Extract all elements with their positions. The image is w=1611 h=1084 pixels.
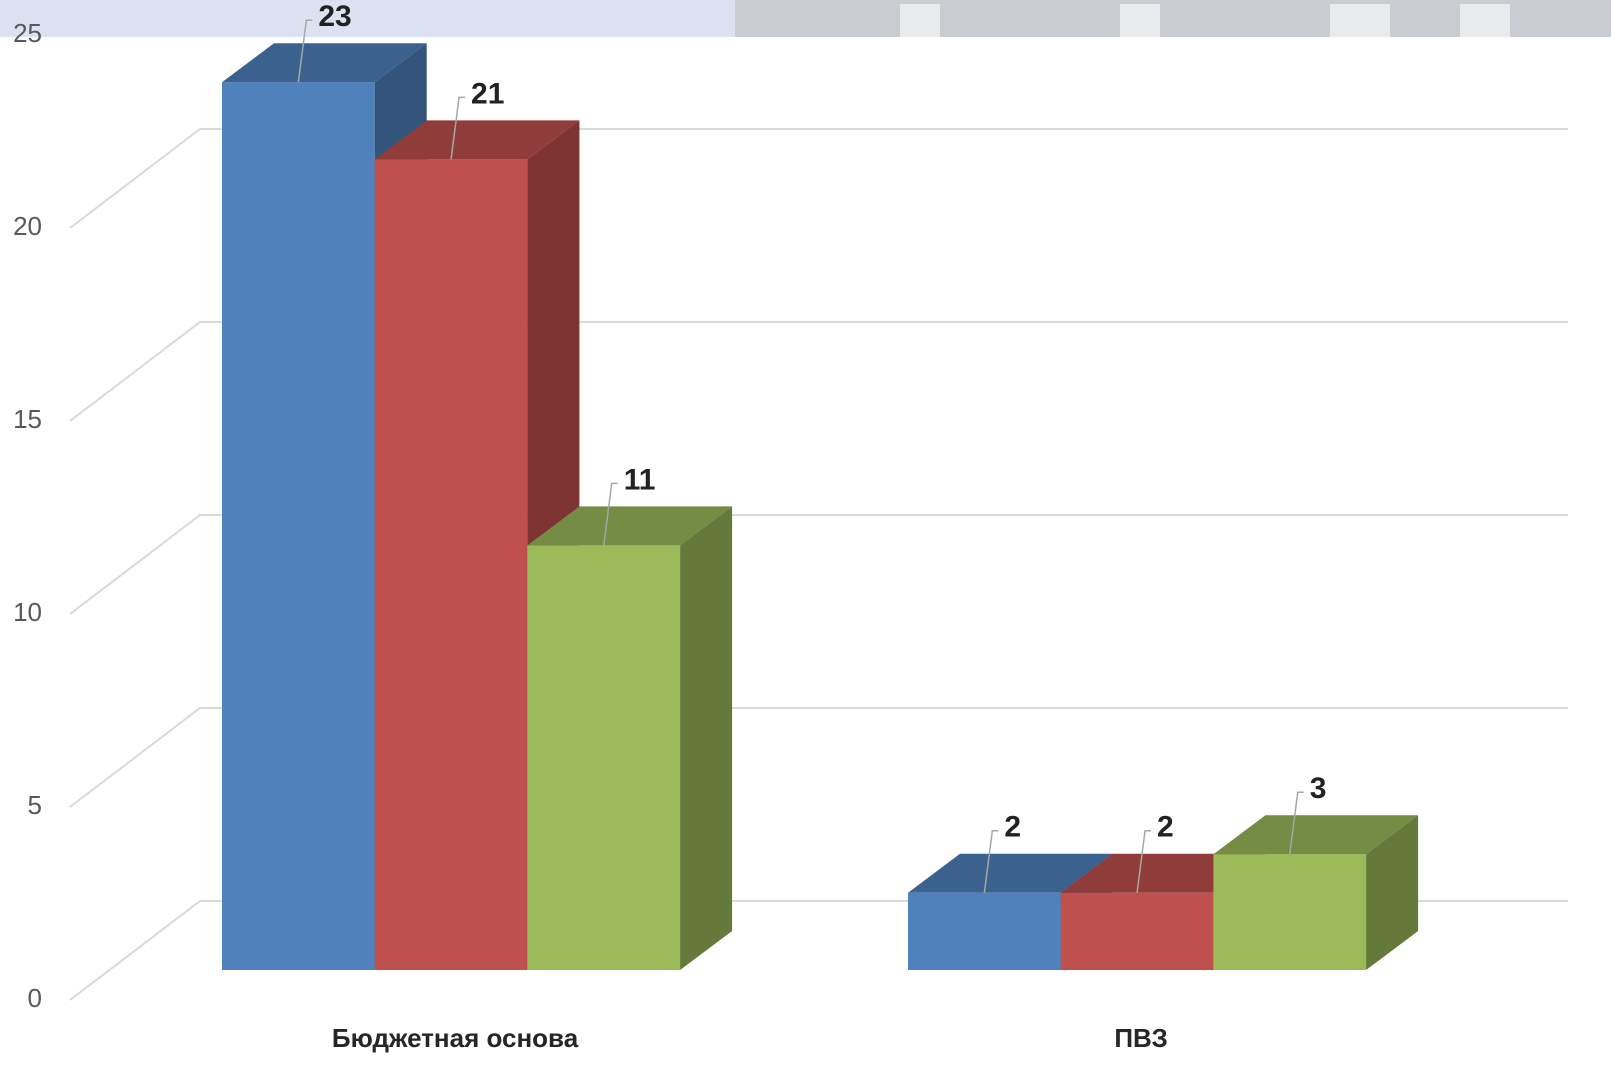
data-label: 2 xyxy=(1004,811,1021,844)
bar-front xyxy=(908,892,1061,970)
bar-side xyxy=(680,506,733,970)
bar-front xyxy=(374,159,528,970)
data-label: 23 xyxy=(318,0,351,33)
label-leader xyxy=(297,19,313,83)
label-leader xyxy=(450,96,466,160)
data-label: 2 xyxy=(1157,811,1174,844)
label-leader xyxy=(983,830,999,893)
bar-front xyxy=(527,545,681,970)
photo-window xyxy=(1330,4,1390,37)
photo-window xyxy=(1120,4,1160,37)
label-leader xyxy=(1136,830,1152,893)
bar-front xyxy=(222,82,375,970)
grid-line xyxy=(69,321,1568,422)
data-label: 11 xyxy=(624,463,656,496)
bar-side xyxy=(1366,815,1419,970)
y-tick-label: 5 xyxy=(28,790,42,820)
y-tick-label: 25 xyxy=(13,18,42,48)
photo-window xyxy=(1460,4,1510,37)
y-tick-label: 0 xyxy=(28,983,42,1013)
label-leader xyxy=(1289,791,1304,855)
grid-line xyxy=(69,514,1568,615)
bar-top xyxy=(908,853,1113,893)
data-label: 21 xyxy=(471,77,504,110)
bar-front xyxy=(1060,892,1214,970)
bar-top xyxy=(222,43,427,83)
label-leader xyxy=(603,482,618,546)
x-tick-label: ПВЗ xyxy=(1114,1023,1167,1053)
bar-top xyxy=(374,120,580,160)
bar-front xyxy=(1213,854,1367,970)
x-tick-label: Бюджетная основа xyxy=(332,1023,579,1053)
photo-window xyxy=(900,4,940,37)
header-strip xyxy=(0,0,1611,37)
y-tick-label: 20 xyxy=(13,211,42,241)
strip-left xyxy=(0,0,735,37)
bar-top xyxy=(1213,815,1419,855)
bar-top xyxy=(527,506,733,546)
data-label: 3 xyxy=(1310,772,1327,805)
y-tick-label: 15 xyxy=(13,404,42,434)
grid-line xyxy=(69,707,1568,808)
y-tick-label: 10 xyxy=(13,597,42,627)
grid-line xyxy=(69,128,1568,229)
